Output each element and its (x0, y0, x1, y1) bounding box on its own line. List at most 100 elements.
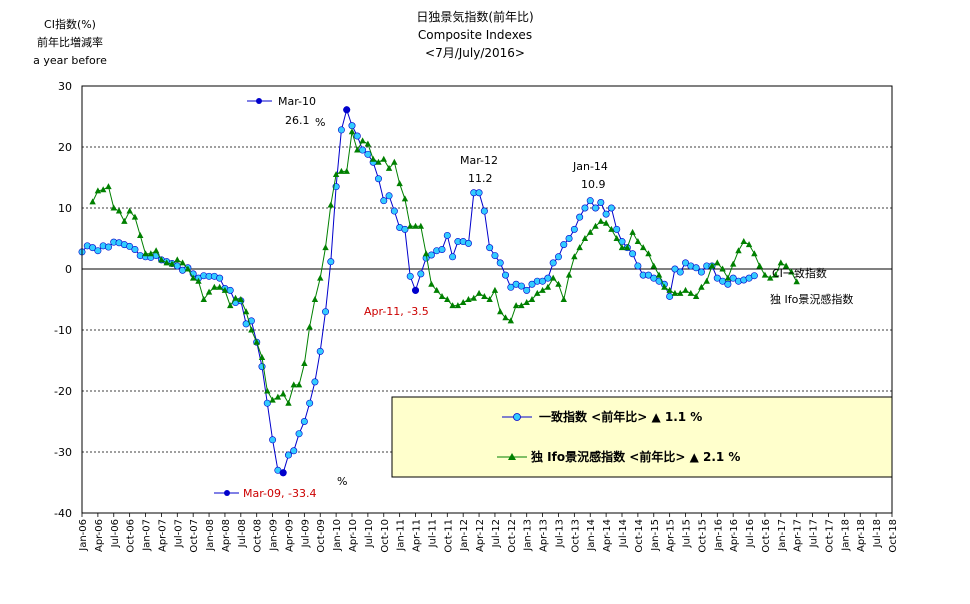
ifo-data-point (518, 302, 525, 309)
ifo-data-point (422, 250, 430, 257)
ifo-data-point (364, 140, 372, 147)
ifo-data-point (576, 244, 583, 251)
ifo-data-point (571, 253, 578, 260)
ci-data-point (528, 280, 536, 288)
chart-date: <7月/July/2016> (425, 46, 525, 60)
x-tick-label: Apr-13 (539, 519, 550, 552)
y-tick-label: 0 (65, 263, 72, 276)
ci-data-point (560, 241, 568, 249)
ifo-data-point (179, 259, 186, 266)
y-axis-label-line2: 前年比増減率 (37, 36, 103, 49)
x-tick-label: Jul-10 (364, 519, 375, 548)
ifo-data-point (549, 274, 557, 281)
right-label-ifo: 独 Ifo景況感指数 (770, 292, 853, 306)
ci-data-point (554, 253, 562, 261)
ifo-data-point (613, 235, 620, 241)
ifo-data-point (200, 296, 207, 302)
x-tick-label: Oct-16 (761, 519, 772, 553)
x-tick-label: Oct-10 (380, 519, 391, 553)
ifo-data-point (147, 250, 155, 257)
ifo-data-point (348, 128, 356, 135)
ifo-data-point (407, 222, 414, 229)
ci-data-point (247, 317, 255, 325)
ci-data-point (613, 225, 621, 233)
ifo-data-point (354, 146, 361, 153)
ifo-data-point (735, 247, 742, 254)
ifo-data-point (502, 314, 509, 321)
ifo-data-point (306, 323, 313, 330)
ifo-data-point (359, 137, 366, 144)
y-tick-label: -40 (54, 507, 72, 520)
x-tick-label: Jan-15 (650, 519, 661, 552)
jan14-date-label: Jan-14 (572, 160, 608, 173)
x-tick-label: Jul-07 (173, 519, 184, 548)
x-tick-label: Oct-17 (824, 519, 835, 553)
ifo-data-point (279, 390, 287, 397)
y-tick-label: 20 (58, 141, 72, 154)
ifo-data-point (301, 360, 308, 367)
ifo-data-point (666, 286, 673, 293)
peak-pointer-marker (256, 98, 262, 104)
ci-data-point (390, 207, 398, 215)
ci-data-point (650, 274, 658, 282)
y-tick-labels: 30 20 10 0 -10 -20 -30 -40 (54, 80, 72, 520)
ci-data-point (719, 277, 727, 285)
ci-data-point (226, 286, 234, 294)
ifo-data-point (285, 399, 292, 406)
ifo-data-point (719, 265, 726, 272)
x-tick-label: Jul-13 (554, 519, 565, 548)
ifo-data-point (110, 204, 117, 211)
x-tick-label: Oct-15 (697, 519, 708, 553)
ifo-data-point (338, 167, 345, 174)
ifo-data-point (687, 289, 695, 296)
ifo-data-point (708, 262, 716, 269)
ifo-data-point (491, 286, 499, 293)
ci-data-point (216, 274, 224, 282)
ci-data-point (586, 197, 594, 205)
ifo-data-point (655, 271, 663, 278)
x-tick-label: Jul-17 (809, 519, 820, 548)
ifo-data-point (740, 238, 747, 245)
ci-data-point (539, 277, 547, 285)
ifo-data-point (375, 158, 382, 165)
ifo-data-point (158, 256, 165, 263)
ci-data-point (544, 274, 552, 282)
mar12-value-label: 11.2 (468, 172, 493, 185)
ifo-data-point (486, 296, 493, 302)
ifo-data-point (724, 274, 732, 281)
ifo-data-point (459, 299, 467, 306)
x-tick-labels: Jan-06 Apr-06 Jul-06 Oct-06 Jan-07 Apr-07 Jul-… (78, 513, 899, 553)
x-tick-label: Oct-08 (253, 519, 264, 553)
x-tick-label: Apr-06 (94, 519, 105, 552)
x-tick-label: Jul-09 (300, 519, 311, 548)
ifo-data-point (565, 271, 573, 278)
ifo-data-point (751, 250, 758, 257)
ci-data-point (94, 247, 102, 255)
ifo-data-point (258, 353, 266, 360)
ci-data-point (491, 252, 499, 260)
ci-data-point (438, 245, 446, 253)
ifo-data-point (602, 219, 610, 226)
annotation-peak: Mar-10 26.1 % (247, 95, 325, 129)
ci-data-point (750, 272, 758, 280)
ifo-data-point (168, 260, 176, 267)
ci-data-point (597, 199, 605, 207)
ifo-data-point (295, 381, 303, 388)
x-tick-label: Jan-18 (840, 519, 851, 552)
ifo-data-point (369, 155, 377, 162)
ci-data-point (486, 244, 494, 252)
ifo-data-point (661, 283, 668, 290)
legend-ifo-marker (508, 453, 516, 460)
y-axis-label-line1: CI指数(%) (44, 18, 96, 31)
legend-ifo-label: 独 Ifo景況感指数 <前年比> ▲ 2.1 % (530, 449, 740, 464)
ci-data-point (374, 175, 382, 183)
ci-data-point (89, 244, 97, 252)
ci-data-point (692, 264, 700, 272)
ci-data-point (417, 270, 425, 278)
ifo-data-point (137, 231, 144, 238)
ci-data-point (322, 308, 330, 316)
x-tick-label: Oct-14 (634, 519, 645, 553)
ifo-data-point (555, 280, 562, 287)
ifo-data-point (417, 222, 425, 229)
